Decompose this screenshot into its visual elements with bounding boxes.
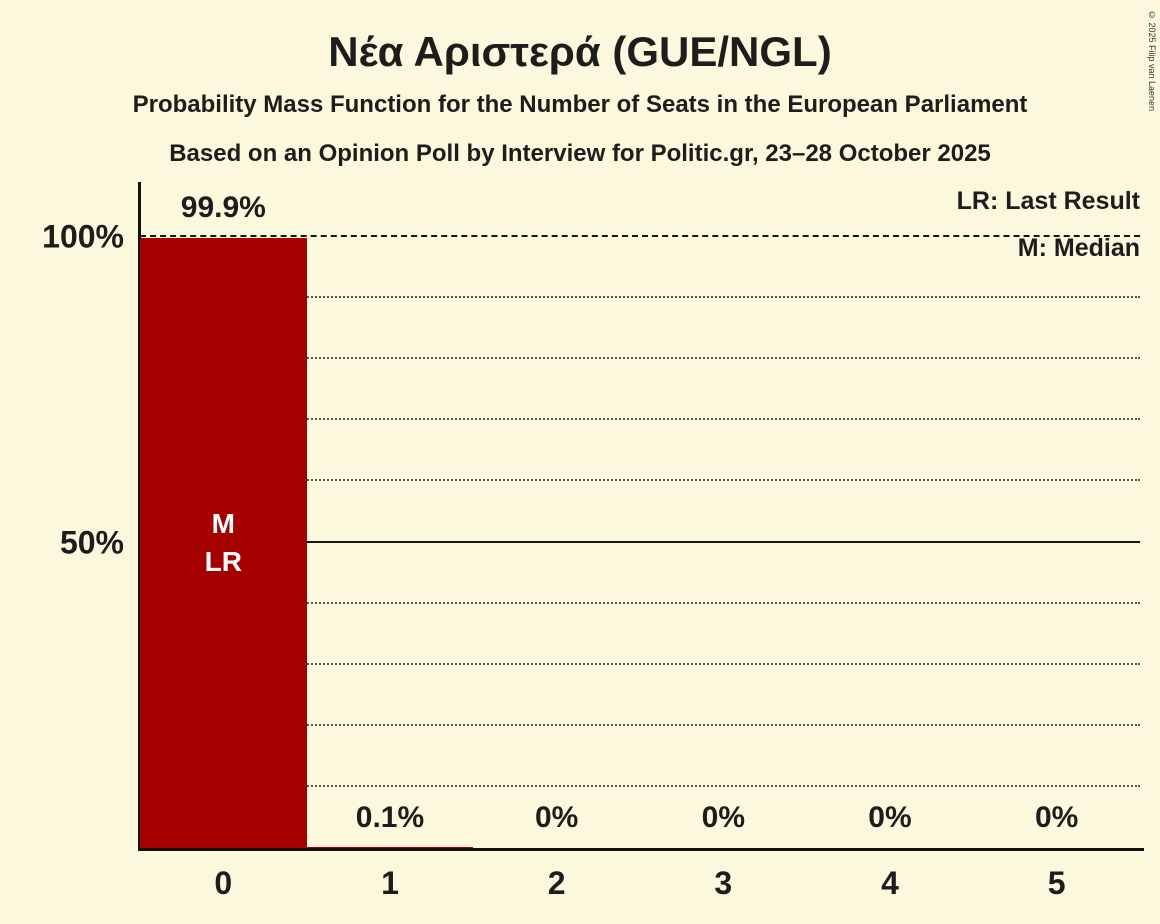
gridline-10 (140, 784, 1140, 787)
value-label-seats-0: 99.9% (180, 190, 266, 224)
copyright-text: © 2025 Filip van Laenen (1147, 10, 1157, 112)
x-tick-label-2: 2 (547, 865, 566, 901)
value-label-seats-1: 0.1% (355, 801, 425, 834)
bar-seats-1 (306, 847, 474, 848)
x-tick-label-0: 0 (214, 865, 233, 901)
legend-median: M: Median (1017, 234, 1140, 262)
bar-annotation-line: LR (204, 545, 242, 577)
chart-title: Νέα Αριστερά (GUE/NGL) (328, 28, 832, 75)
legend-last-result: LR: Last Result (956, 187, 1140, 215)
x-tick-label-4: 4 (881, 865, 899, 901)
value-label-seats-2: 0% (534, 801, 579, 834)
gridline-40 (140, 601, 1140, 604)
value-label-seats-3: 0% (701, 801, 745, 834)
value-label-seats-4: 0% (868, 801, 912, 834)
gridline-100 (140, 235, 1140, 237)
gridline-70 (140, 418, 1140, 421)
y-tick-label-100: 100% (42, 218, 124, 255)
x-axis-line (138, 848, 1144, 851)
chart-subtitle: Probability Mass Function for the Number… (132, 91, 1028, 118)
gridline-80 (140, 357, 1140, 360)
gridline-90 (140, 296, 1140, 299)
chart-source-line: Based on an Opinion Poll by Interview fo… (169, 140, 991, 167)
bar-seats-0 (140, 237, 307, 848)
bar-annotation-median-last-result: M LR (140, 505, 307, 581)
bar-annotation-line: M (211, 508, 235, 540)
gridline-60 (140, 479, 1140, 482)
x-tick-label-3: 3 (714, 865, 733, 901)
x-tick-label-5: 5 (1047, 865, 1066, 901)
value-label-seats-5: 0% (1034, 801, 1079, 834)
gridline-50 (140, 540, 1140, 543)
plot-area: 99.9% 0 0.1% 1 0% 2 0% 3 0% 4 0% 5 M LR (140, 191, 1140, 901)
x-tick-label-1: 1 (381, 865, 399, 901)
gridline-20 (140, 723, 1140, 726)
gridline-30 (140, 662, 1140, 665)
y-axis-line (138, 182, 141, 851)
y-tick-label-50: 50% (59, 524, 124, 560)
